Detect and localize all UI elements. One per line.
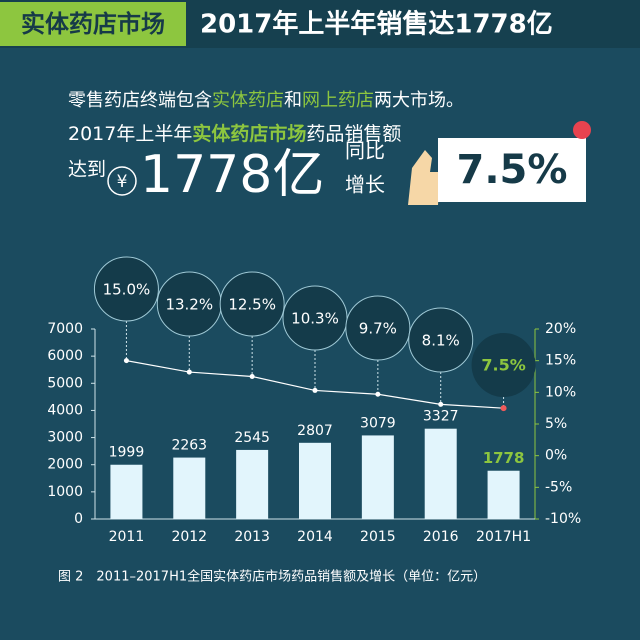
bar	[236, 449, 269, 519]
y-tick-label: 7000	[47, 321, 83, 337]
bar	[110, 464, 143, 519]
y2-tick-label: 10%	[545, 384, 576, 400]
intro-line: 2017年上半年实体药店市场药品销售额	[68, 122, 401, 145]
y2-tick-label: 15%	[545, 353, 576, 369]
intro-segment: 两大市场。	[374, 90, 464, 111]
x-tick-label: 2014	[297, 529, 333, 545]
bar-value-label: 2807	[297, 423, 333, 439]
bar	[299, 442, 331, 519]
label-bubble	[219, 271, 285, 337]
header-tag-box	[0, 2, 186, 46]
growth-label: 10.3%	[291, 310, 339, 328]
y2-tick-label: 0%	[545, 448, 567, 464]
badge-icon	[573, 121, 591, 139]
label-bubble	[471, 333, 536, 397]
y-tick-label: 5000	[47, 375, 83, 391]
caption: 图 2 2011–2017H1全国实体药店市场药品销售额及增长（单位：亿元）	[58, 569, 486, 585]
header-title: 2017年上半年销售达1778亿	[200, 9, 553, 40]
y-tick-label: 0	[74, 511, 83, 527]
point	[438, 401, 444, 407]
point	[186, 369, 192, 375]
bar-value-label: 2263	[171, 438, 207, 454]
y2-tick-label: 5%	[545, 416, 567, 432]
growth-text: 增长	[345, 173, 385, 197]
y2-tick-label: -10%	[545, 511, 581, 527]
x-tick-label: 2013	[234, 529, 270, 545]
point	[312, 387, 318, 393]
point	[375, 391, 381, 397]
x-tick-label: 2017H1	[476, 529, 531, 545]
bar	[173, 457, 206, 519]
x-tick-label: 2015	[360, 529, 396, 545]
x-tick-label: 2016	[423, 529, 459, 545]
x-tick-label: 2012	[171, 529, 207, 545]
intro-segment: 零售药店终端包含	[68, 90, 212, 111]
rate-box	[438, 138, 586, 202]
y-tick-label: 2000	[47, 457, 83, 473]
intro-segment: 实体药店市场	[192, 122, 306, 145]
growth-label: 9.7%	[359, 320, 397, 338]
bar-value-label: 3079	[360, 415, 396, 431]
bar	[361, 435, 394, 519]
y-tick-label: 1000	[47, 484, 83, 500]
bar-value-label: 2545	[234, 430, 270, 446]
amount: 1778亿	[140, 145, 324, 205]
growth-label: 15.0%	[103, 281, 151, 299]
bar	[424, 428, 457, 519]
reach-text: 达到	[68, 159, 106, 181]
bar	[487, 470, 520, 519]
intro-segment: 2017年上半年	[68, 123, 192, 145]
intro-segment: 药品销售额	[306, 123, 401, 145]
bar-value-label: 3327	[423, 409, 459, 425]
y-tick-label: 4000	[47, 402, 83, 418]
intro-segment: 网上药店	[302, 90, 374, 111]
bar-value-label: 1778	[483, 449, 525, 467]
label-bubble	[345, 295, 411, 361]
growth-label: 8.1%	[422, 332, 460, 350]
y-tick-label: 6000	[47, 348, 83, 364]
currency: ¥	[117, 172, 128, 192]
growth-label: 13.2%	[165, 296, 213, 314]
intro-line: 零售药店终端包含实体药店和网上药店两大市场。	[68, 90, 464, 111]
intro-segment: 和	[284, 90, 302, 111]
growth-label: 12.5%	[228, 296, 276, 314]
label-bubble	[93, 256, 159, 322]
growth-label: 7.5%	[481, 356, 525, 375]
y2-tick-label: 20%	[545, 321, 576, 337]
hand-icon	[408, 150, 440, 205]
point	[249, 374, 255, 379]
yoy-text: 同比	[345, 139, 385, 163]
point	[500, 405, 507, 412]
point	[123, 358, 129, 364]
label-bubble	[408, 307, 474, 373]
intro-segment: 实体药店	[212, 90, 284, 111]
header-tag: 实体药店市场	[21, 10, 165, 38]
rate: 7.5%	[457, 147, 568, 193]
currency-circle	[107, 166, 137, 196]
bar-value-label: 1999	[109, 445, 145, 461]
y-tick-label: 3000	[47, 430, 83, 446]
y2-tick-label: -5%	[545, 479, 572, 495]
x-tick-label: 2011	[109, 529, 145, 545]
